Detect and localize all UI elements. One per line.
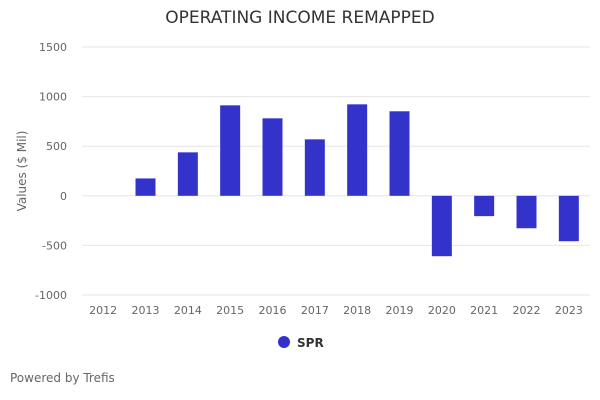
x-tick-label: 2021 xyxy=(470,304,498,317)
x-tick-label: 2022 xyxy=(513,304,541,317)
bar-2013 xyxy=(135,178,156,196)
x-tick-label: 2016 xyxy=(259,304,287,317)
y-axis-label: Values ($ Mil) xyxy=(15,131,29,212)
x-tick-label: 2013 xyxy=(132,304,160,317)
bar-2016 xyxy=(262,118,283,196)
bar-2018 xyxy=(347,104,368,196)
legend-marker xyxy=(278,336,290,348)
powered-by-credit: Powered by Trefis xyxy=(10,371,115,385)
x-tick-label: 2020 xyxy=(428,304,456,317)
x-tick-label: 2014 xyxy=(174,304,202,317)
y-tick-label: -500 xyxy=(42,239,67,252)
bar-2020 xyxy=(431,195,452,257)
bar-2021 xyxy=(474,195,495,217)
x-tick-label: 2023 xyxy=(555,304,583,317)
y-tick-label: 500 xyxy=(46,140,67,153)
y-tick-label: 1000 xyxy=(39,91,67,104)
bar-2017 xyxy=(304,139,325,196)
y-tick-label: 0 xyxy=(60,190,67,203)
bar-2015 xyxy=(220,105,241,196)
x-tick-label: 2019 xyxy=(386,304,414,317)
y-tick-label: -1000 xyxy=(35,289,67,302)
x-tick-label: 2012 xyxy=(89,304,117,317)
chart-title: OPERATING INCOME REMAPPED xyxy=(165,8,435,28)
x-tick-label: 2017 xyxy=(301,304,329,317)
x-tick-label: 2018 xyxy=(343,304,371,317)
bar-2014 xyxy=(177,152,198,196)
bar-2023 xyxy=(558,195,579,242)
y-tick-label: 1500 xyxy=(39,41,67,54)
x-tick-label: 2015 xyxy=(216,304,244,317)
bar-2019 xyxy=(389,111,410,196)
bar-2022 xyxy=(516,195,537,229)
legend-label: SPR xyxy=(297,336,324,350)
